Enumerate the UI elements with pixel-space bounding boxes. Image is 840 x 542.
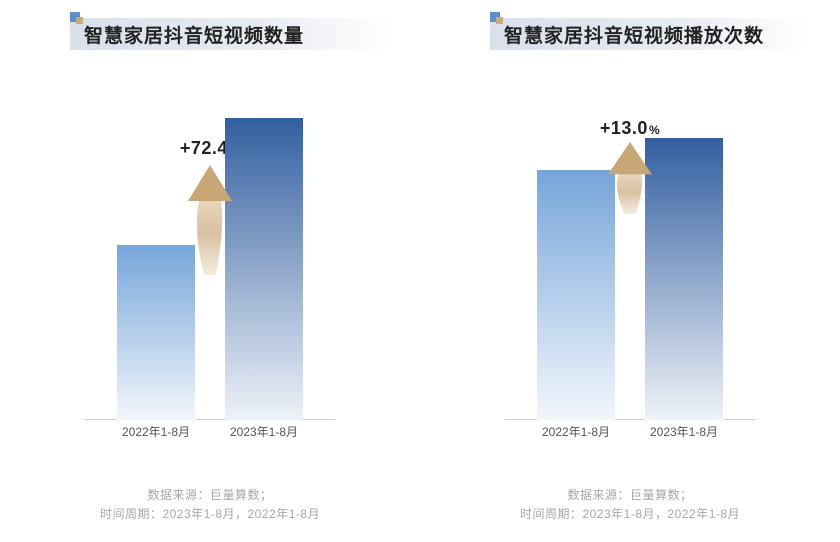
footer-line: 数据来源：巨量算数； <box>0 486 420 505</box>
growth-arrow-icon <box>180 165 240 280</box>
footer-line: 数据来源：巨量算数； <box>420 486 840 505</box>
chart-panel: 智慧家居抖音短视频数量+72.4% 2022年1-8月2023年1-8月数据来源… <box>0 18 420 542</box>
title-decor-icon <box>70 12 88 24</box>
title-decor-icon <box>490 12 508 24</box>
footer-line: 时间周期：2023年1-8月，2022年1-8月 <box>420 505 840 524</box>
category-labels: 2022年1-8月 2023年1-8月 <box>420 423 840 440</box>
source-footer: 数据来源：巨量算数；时间周期：2023年1-8月，2022年1-8月 <box>420 486 840 524</box>
panel-title: 智慧家居抖音短视频播放次数 <box>504 21 764 48</box>
chart-area: +72.4% 2022年1-8月2023年1-8月 <box>0 80 420 450</box>
chart-area: +13.0% 2022年1-8月2023年1-8月 <box>420 80 840 450</box>
title-bar: 智慧家居抖音短视频播放次数 <box>490 18 810 50</box>
category-label: 2023年1-8月 <box>219 423 309 440</box>
panels-container: 智慧家居抖音短视频数量+72.4% 2022年1-8月2023年1-8月数据来源… <box>0 0 840 542</box>
title-wrap: 智慧家居抖音短视频播放次数 <box>490 18 810 50</box>
source-footer: 数据来源：巨量算数；时间周期：2023年1-8月，2022年1-8月 <box>0 486 420 524</box>
chart-panel: 智慧家居抖音短视频播放次数+13.0% 2022年1-8月2023年1-8月数据… <box>420 18 840 542</box>
title-bar: 智慧家居抖音短视频数量 <box>70 18 390 50</box>
category-label: 2022年1-8月 <box>531 423 621 440</box>
category-label: 2022年1-8月 <box>111 423 201 440</box>
growth-arrow-icon <box>600 142 660 219</box>
footer-line: 时间周期：2023年1-8月，2022年1-8月 <box>0 505 420 524</box>
panel-title: 智慧家居抖音短视频数量 <box>84 21 304 48</box>
category-label: 2023年1-8月 <box>639 423 729 440</box>
category-labels: 2022年1-8月 2023年1-8月 <box>0 423 420 440</box>
title-wrap: 智慧家居抖音短视频数量 <box>70 18 390 50</box>
